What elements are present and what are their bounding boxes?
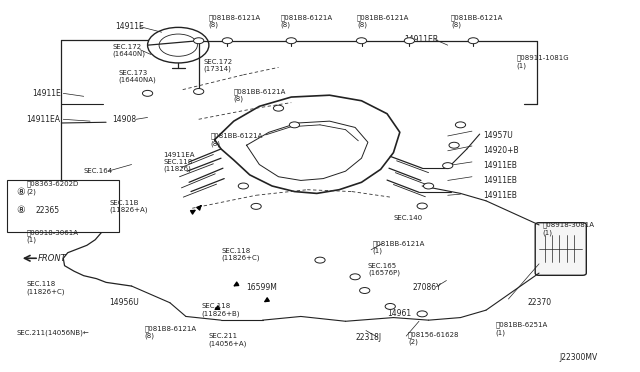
- Text: 16599M: 16599M: [246, 283, 277, 292]
- Circle shape: [222, 38, 232, 44]
- Text: Ⓝ08918-3061A
(1): Ⓝ08918-3061A (1): [26, 229, 78, 243]
- Text: ⑧: ⑧: [17, 205, 26, 215]
- Text: 14908: 14908: [113, 115, 136, 124]
- Circle shape: [193, 38, 204, 44]
- Text: 14911EB: 14911EB: [483, 161, 516, 170]
- Text: SEC.173
(16440NA): SEC.173 (16440NA): [119, 70, 157, 83]
- Text: Ⓑ081BB-6121A
(1): Ⓑ081BB-6121A (1): [372, 240, 425, 254]
- Text: 27086Y: 27086Y: [413, 283, 442, 292]
- Circle shape: [251, 203, 261, 209]
- Circle shape: [443, 163, 453, 169]
- Text: Ⓑ081BB-6121A
(8): Ⓑ081BB-6121A (8): [357, 14, 410, 28]
- Text: Ⓑ081B8-6121A
(8): Ⓑ081B8-6121A (8): [208, 14, 260, 28]
- Text: 14911EA
SEC.118
(11826): 14911EA SEC.118 (11826): [164, 152, 195, 172]
- Text: 14911EB: 14911EB: [404, 35, 438, 44]
- Text: ⑧: ⑧: [17, 187, 26, 196]
- Circle shape: [417, 311, 428, 317]
- Text: SEC.118
(11826+C): SEC.118 (11826+C): [221, 248, 259, 261]
- Text: SEC.118
(11826+B): SEC.118 (11826+B): [202, 304, 241, 317]
- FancyBboxPatch shape: [535, 223, 586, 275]
- Circle shape: [356, 38, 367, 44]
- Text: 14911EB: 14911EB: [483, 176, 516, 185]
- Circle shape: [385, 304, 396, 310]
- Text: Ⓑ081BB-6121A
(8): Ⓑ081BB-6121A (8): [451, 14, 503, 28]
- Circle shape: [360, 288, 370, 294]
- Circle shape: [417, 203, 428, 209]
- Text: J22300MV: J22300MV: [559, 353, 598, 362]
- Text: Ⓑ081BB-6121A
(8): Ⓑ081BB-6121A (8): [210, 133, 262, 147]
- Text: 14961: 14961: [387, 310, 411, 318]
- Text: SEC.172
(17314): SEC.172 (17314): [204, 59, 233, 72]
- Text: Ⓑ08156-61628
(2): Ⓑ08156-61628 (2): [408, 331, 460, 345]
- Text: Ⓑ081BB-6251A
(1): Ⓑ081BB-6251A (1): [495, 322, 548, 336]
- Text: 14957U: 14957U: [483, 131, 513, 141]
- Circle shape: [424, 183, 434, 189]
- Text: 22370: 22370: [527, 298, 552, 307]
- Text: SEC.140: SEC.140: [394, 215, 422, 221]
- Circle shape: [273, 105, 284, 111]
- Text: SEC.172
(16440N): SEC.172 (16440N): [113, 44, 145, 58]
- Circle shape: [456, 122, 466, 128]
- Text: Ⓑ081BB-6121A
(8): Ⓑ081BB-6121A (8): [234, 88, 286, 102]
- Circle shape: [315, 257, 325, 263]
- Circle shape: [289, 122, 300, 128]
- Text: 14920+B: 14920+B: [483, 146, 518, 155]
- Text: SEC.165
(16576P): SEC.165 (16576P): [368, 263, 400, 276]
- FancyBboxPatch shape: [7, 180, 119, 232]
- Circle shape: [468, 38, 478, 44]
- Text: 14956U: 14956U: [109, 298, 139, 307]
- Text: SEC.211(14056NB)←: SEC.211(14056NB)←: [17, 329, 90, 336]
- Text: Ⓝ08911-1081G
(1): Ⓝ08911-1081G (1): [516, 55, 570, 69]
- Text: 22318J: 22318J: [355, 333, 381, 343]
- Text: SEC.11B
(11826+A): SEC.11B (11826+A): [109, 200, 148, 213]
- Circle shape: [193, 89, 204, 94]
- Text: SEC.164: SEC.164: [84, 168, 113, 174]
- Text: 22365: 22365: [36, 206, 60, 215]
- Circle shape: [404, 38, 415, 44]
- Text: SEC.211
(14056+A): SEC.211 (14056+A): [208, 333, 246, 347]
- Circle shape: [350, 274, 360, 280]
- Circle shape: [238, 183, 248, 189]
- Circle shape: [286, 38, 296, 44]
- Text: 14911E: 14911E: [33, 89, 61, 98]
- Text: Ⓑ081B8-6121A
(8): Ⓑ081B8-6121A (8): [280, 14, 333, 28]
- Text: 14911E: 14911E: [116, 22, 145, 31]
- Text: SEC.118
(11826+C): SEC.118 (11826+C): [26, 281, 65, 295]
- Text: Ⓝ08918-3081A
(1): Ⓝ08918-3081A (1): [542, 222, 594, 236]
- Text: Ⓑ081B8-6121A
(8): Ⓑ081B8-6121A (8): [145, 326, 196, 339]
- Text: FRONT: FRONT: [38, 254, 67, 263]
- Text: 14911EA: 14911EA: [26, 115, 60, 124]
- Text: Ⓑ08363-6202D
(2): Ⓑ08363-6202D (2): [26, 181, 79, 195]
- Circle shape: [143, 90, 153, 96]
- Circle shape: [449, 142, 460, 148]
- Text: 14911EB: 14911EB: [483, 191, 516, 200]
